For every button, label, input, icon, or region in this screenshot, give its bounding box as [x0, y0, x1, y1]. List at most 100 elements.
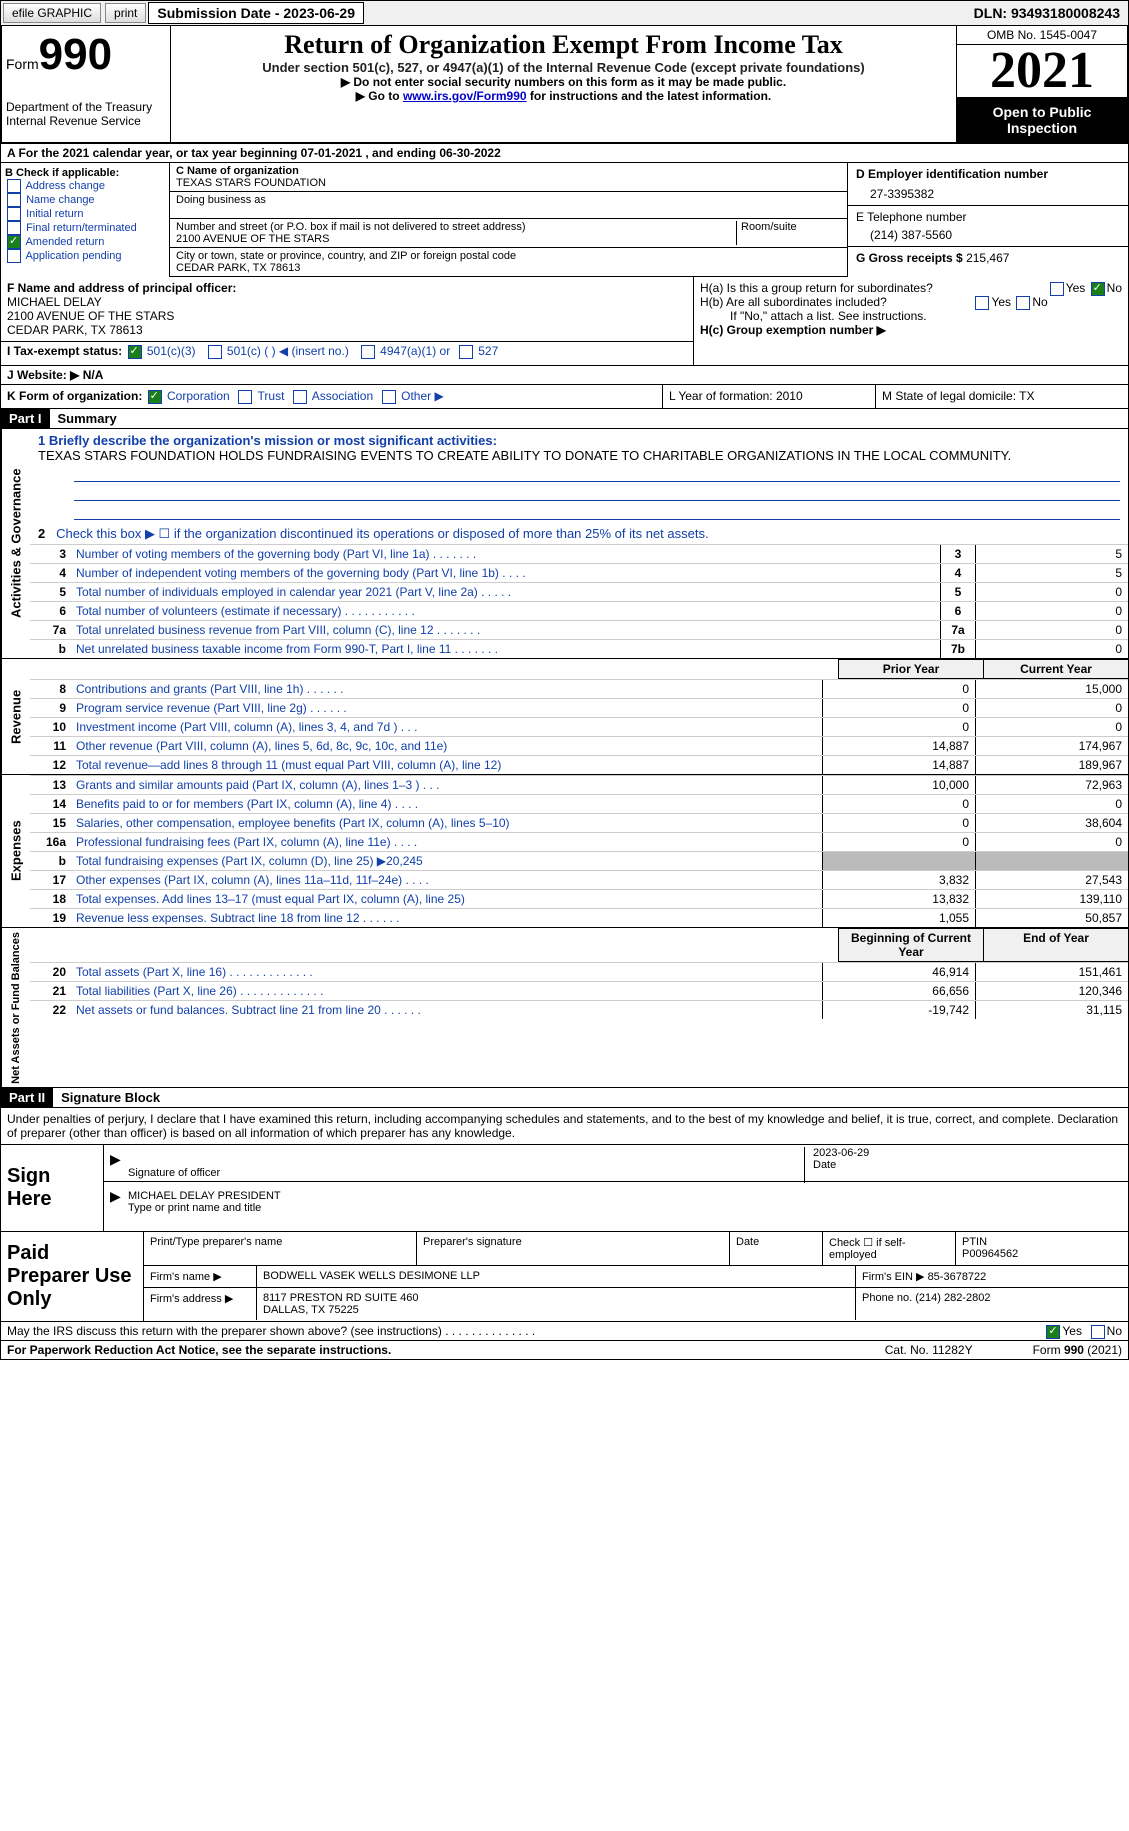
- table-row: 22Net assets or fund balances. Subtract …: [30, 1000, 1128, 1019]
- part1-header: Part I: [1, 409, 50, 428]
- prep-selfemp: Check ☐ if self-employed: [823, 1232, 956, 1265]
- officer-name-title: MICHAEL DELAY PRESIDENT: [128, 1190, 1124, 1202]
- line1-label: 1 Briefly describe the organization's mi…: [38, 433, 1120, 448]
- preparer-row2: Firm's name ▶ BODWELL VASEK WELLS DESIMO…: [144, 1266, 1128, 1288]
- part2-title: Signature Block: [53, 1090, 160, 1105]
- name-title-label: Type or print name and title: [128, 1202, 1124, 1214]
- room-label: Room/suite: [736, 221, 841, 245]
- table-row: 17Other expenses (Part IX, column (A), l…: [30, 870, 1128, 889]
- officer-name: MICHAEL DELAY: [7, 295, 687, 309]
- hdr-end: End of Year: [983, 928, 1128, 962]
- mission-line3: [74, 505, 1120, 520]
- firm-addr: 8117 PRESTON RD SUITE 460 DALLAS, TX 752…: [257, 1288, 856, 1320]
- discuss-row: May the IRS discuss this return with the…: [0, 1322, 1129, 1341]
- check-4947[interactable]: [361, 345, 375, 359]
- prep-date-label: Date: [730, 1232, 823, 1265]
- check-name-change[interactable]: Name change: [5, 193, 165, 207]
- addr-label: Number and street (or P.O. box if mail i…: [176, 221, 736, 233]
- form-number: 990: [39, 30, 112, 79]
- check-amended-return[interactable]: Amended return: [5, 235, 165, 249]
- name-row: MICHAEL DELAY PRESIDENT Type or print na…: [104, 1182, 1128, 1216]
- h-b: H(b) Are all subordinates included? Yes …: [700, 295, 1122, 309]
- check-501c3[interactable]: [128, 345, 142, 359]
- phone-value: (214) 387-5560: [856, 224, 1120, 242]
- officer-label: F Name and address of principal officer:: [7, 281, 687, 295]
- revenue-vlabel: Revenue: [1, 659, 30, 774]
- netassets-vlabel: Net Assets or Fund Balances: [1, 928, 30, 1088]
- firm-name: BODWELL VASEK WELLS DESIMONE LLP: [257, 1266, 856, 1287]
- check-application-pending[interactable]: Application pending: [5, 249, 165, 263]
- dln: DLN: 93493180008243: [966, 3, 1128, 23]
- ha-yes[interactable]: [1050, 282, 1064, 296]
- row-m: M State of legal domicile: TX: [875, 385, 1128, 408]
- table-row: 14Benefits paid to or for members (Part …: [30, 794, 1128, 813]
- table-row: 20Total assets (Part X, line 16) . . . .…: [30, 962, 1128, 981]
- phone-label: E Telephone number: [856, 210, 1120, 224]
- irs-label: Internal Revenue Service: [6, 114, 166, 128]
- part2-header: Part II: [1, 1088, 53, 1107]
- mission-text: TEXAS STARS FOUNDATION HOLDS FUNDRAISING…: [38, 448, 1120, 463]
- header-mid: Return of Organization Exempt From Incom…: [171, 26, 956, 142]
- submission-date: Submission Date - 2023-06-29: [148, 2, 364, 24]
- dba-label: Doing business as: [176, 194, 841, 206]
- check-corporation[interactable]: [148, 390, 162, 404]
- activities-block: Activities & Governance 1 Briefly descri…: [0, 429, 1129, 659]
- table-row: 11Other revenue (Part VIII, column (A), …: [30, 736, 1128, 755]
- h-a: H(a) Is this a group return for subordin…: [700, 281, 1122, 295]
- ein-label: D Employer identification number: [856, 167, 1120, 181]
- sign-here-label: Sign Here: [1, 1145, 104, 1231]
- discuss-no[interactable]: [1091, 1325, 1105, 1339]
- section-c: C Name of organization TEXAS STARS FOUND…: [170, 163, 847, 277]
- netassets-block: Net Assets or Fund Balances Beginning of…: [0, 928, 1129, 1089]
- header-left: Form990 Department of the Treasury Inter…: [2, 26, 171, 142]
- sig-officer-label: Signature of officer: [128, 1167, 1124, 1179]
- irs-link[interactable]: www.irs.gov/Form990: [403, 89, 527, 103]
- hb-yes[interactable]: [975, 296, 989, 310]
- note-link: ▶ Go to www.irs.gov/Form990 for instruct…: [179, 89, 948, 103]
- org-address: 2100 AVENUE OF THE STARS: [176, 233, 736, 245]
- table-row: 3Number of voting members of the governi…: [30, 544, 1128, 563]
- print-button[interactable]: print: [105, 3, 146, 23]
- form-label: Form: [6, 56, 39, 72]
- org-name: TEXAS STARS FOUNDATION: [176, 177, 841, 189]
- mission-line1: [74, 467, 1120, 482]
- table-row: 8Contributions and grants (Part VIII, li…: [30, 679, 1128, 698]
- preparer-row1: Print/Type preparer's name Preparer's si…: [144, 1232, 1128, 1266]
- check-trust[interactable]: [238, 390, 252, 404]
- hdr-prior: Prior Year: [838, 659, 983, 679]
- hdr-begin: Beginning of Current Year: [838, 928, 983, 962]
- note-ssn: ▶ Do not enter social security numbers o…: [179, 75, 948, 89]
- expenses-vlabel: Expenses: [1, 775, 30, 927]
- form-header: Form990 Department of the Treasury Inter…: [0, 26, 1129, 144]
- row-a-tax-year: A For the 2021 calendar year, or tax yea…: [0, 144, 1129, 163]
- check-address-change[interactable]: Address change: [5, 179, 165, 193]
- org-city: CEDAR PARK, TX 78613: [176, 262, 841, 274]
- check-other[interactable]: [382, 390, 396, 404]
- table-row: 10Investment income (Part VIII, column (…: [30, 717, 1128, 736]
- prep-name-label: Print/Type preparer's name: [144, 1232, 417, 1265]
- table-row: bTotal fundraising expenses (Part IX, co…: [30, 851, 1128, 870]
- ha-no[interactable]: [1091, 282, 1105, 296]
- check-501c[interactable]: [208, 345, 222, 359]
- cat-no: Cat. No. 11282Y: [885, 1343, 973, 1357]
- activities-vlabel: Activities & Governance: [1, 429, 30, 658]
- table-row: 5Total number of individuals employed in…: [30, 582, 1128, 601]
- firm-name-label: Firm's name ▶: [144, 1266, 257, 1287]
- table-row: bNet unrelated business taxable income f…: [30, 639, 1128, 658]
- tax-year: 2021: [957, 45, 1127, 98]
- hb-no[interactable]: [1016, 296, 1030, 310]
- table-row: 12Total revenue—add lines 8 through 11 (…: [30, 755, 1128, 774]
- discuss-yes[interactable]: [1046, 1325, 1060, 1339]
- h-b-note: If "No," attach a list. See instructions…: [700, 309, 1122, 323]
- check-final-return[interactable]: Final return/terminated: [5, 221, 165, 235]
- check-527[interactable]: [459, 345, 473, 359]
- officer-addr2: CEDAR PARK, TX 78613: [7, 323, 687, 337]
- check-initial-return[interactable]: Initial return: [5, 207, 165, 221]
- block-fh: F Name and address of principal officer:…: [0, 277, 1129, 366]
- check-association[interactable]: [293, 390, 307, 404]
- table-row: 6Total number of volunteers (estimate if…: [30, 601, 1128, 620]
- dept-treasury: Department of the Treasury: [6, 100, 166, 114]
- ein-value: 27-3395382: [856, 181, 1120, 201]
- row-j-website: J Website: ▶ N/A: [0, 366, 1129, 385]
- preparer-row3: Firm's address ▶ 8117 PRESTON RD SUITE 4…: [144, 1288, 1128, 1320]
